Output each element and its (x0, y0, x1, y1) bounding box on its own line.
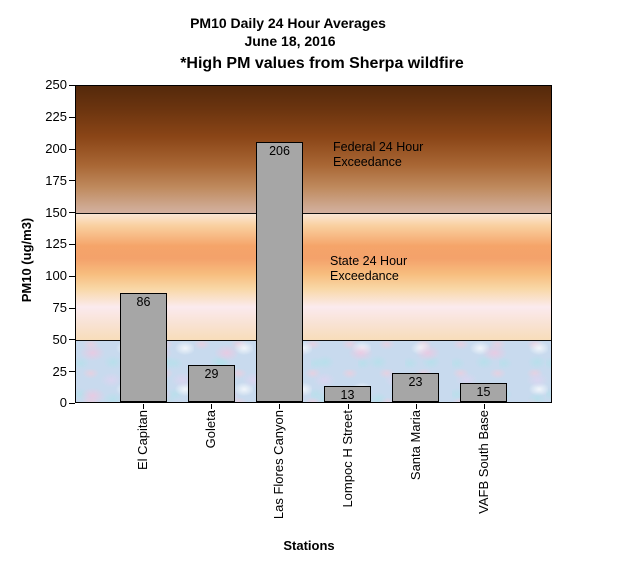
bar-lompoc-h-street: 13 (324, 385, 371, 402)
y-tick-mark (69, 244, 75, 245)
state-exceedance-label-line1: State 24 Hour (330, 254, 408, 268)
bar-santa-maria: 23 (392, 372, 439, 402)
y-tick-mark (69, 308, 75, 309)
bar-goleta: 29 (188, 365, 235, 402)
y-axis-tick-label: 50 (52, 332, 67, 347)
federal-exceedance-zone (76, 86, 551, 213)
x-tick-mark (348, 404, 349, 409)
y-tick-mark (69, 85, 75, 86)
x-tick-mark (143, 404, 144, 409)
y-tick-mark (69, 403, 75, 404)
bar-las-flores-canyon: 206 (256, 141, 303, 402)
bar-value-label: 15 (476, 385, 491, 399)
bar-value-label: 206 (269, 143, 290, 158)
x-tick-mark (279, 404, 280, 409)
y-tick-mark (69, 117, 75, 118)
federal-exceedance-label-line1: Federal 24 Hour (333, 140, 424, 154)
x-axis-tick-label: Las Flores Canyon (271, 410, 286, 520)
state-exceedance-label: State 24 Hour Exceedance (330, 254, 407, 284)
y-axis-tick-label: 125 (45, 236, 67, 251)
y-tick-mark (69, 339, 75, 340)
bar-value-label: 29 (204, 367, 219, 382)
y-tick-mark (69, 276, 75, 277)
x-axis-tick-label: Lompoc H Street (340, 410, 355, 508)
wildfire-note: *High PM values from Sherpa wildfire (180, 55, 464, 72)
y-axis-tick-label: 150 (45, 205, 67, 220)
y-tick-mark (69, 212, 75, 213)
federal-threshold-line (76, 213, 551, 214)
bar-vafb-south-base: 15 (460, 383, 507, 402)
y-axis-tick-label: 225 (45, 109, 67, 124)
bar-value-label: 23 (408, 374, 423, 389)
x-axis-tick-label: VAFB South Base (476, 410, 491, 514)
x-tick-mark (416, 404, 417, 409)
federal-exceedance-label-line2: Exceedance (333, 155, 402, 169)
y-tick-mark (69, 149, 75, 150)
bar-value-label: 86 (136, 295, 151, 310)
y-axis-tick-label: 250 (45, 77, 67, 92)
state-exceedance-label-line2: Exceedance (330, 269, 399, 283)
bar-value-label: 13 (340, 387, 355, 402)
x-axis-tick-label: El Capitan (135, 410, 150, 470)
x-tick-mark (484, 404, 485, 409)
y-axis-tick-label: 0 (59, 395, 67, 410)
x-axis-title: Stations (283, 538, 335, 553)
x-tick-mark (211, 404, 212, 409)
federal-exceedance-label: Federal 24 Hour Exceedance (333, 140, 423, 170)
y-axis-tick-label: 75 (52, 300, 67, 315)
y-axis-tick-label: 200 (45, 141, 67, 156)
plot-area: Federal 24 Hour Exceedance State 24 Hour… (75, 85, 552, 403)
chart-title: PM10 Daily 24 Hour Averages (190, 15, 386, 31)
y-tick-mark (69, 371, 75, 372)
y-axis-tick-label: 175 (45, 173, 67, 188)
y-axis-title: PM10 (ug/m3) (19, 217, 34, 303)
state-threshold-line (76, 340, 551, 341)
bar-el-capitan: 86 (120, 293, 167, 402)
x-axis-tick-label: Goleta (203, 410, 218, 449)
y-axis-tick-label: 100 (45, 268, 67, 283)
chart-subtitle: June 18, 2016 (244, 33, 336, 49)
x-axis-tick-label: Santa Maria (408, 410, 423, 481)
y-axis-tick-label: 25 (52, 364, 67, 379)
y-tick-mark (69, 180, 75, 181)
